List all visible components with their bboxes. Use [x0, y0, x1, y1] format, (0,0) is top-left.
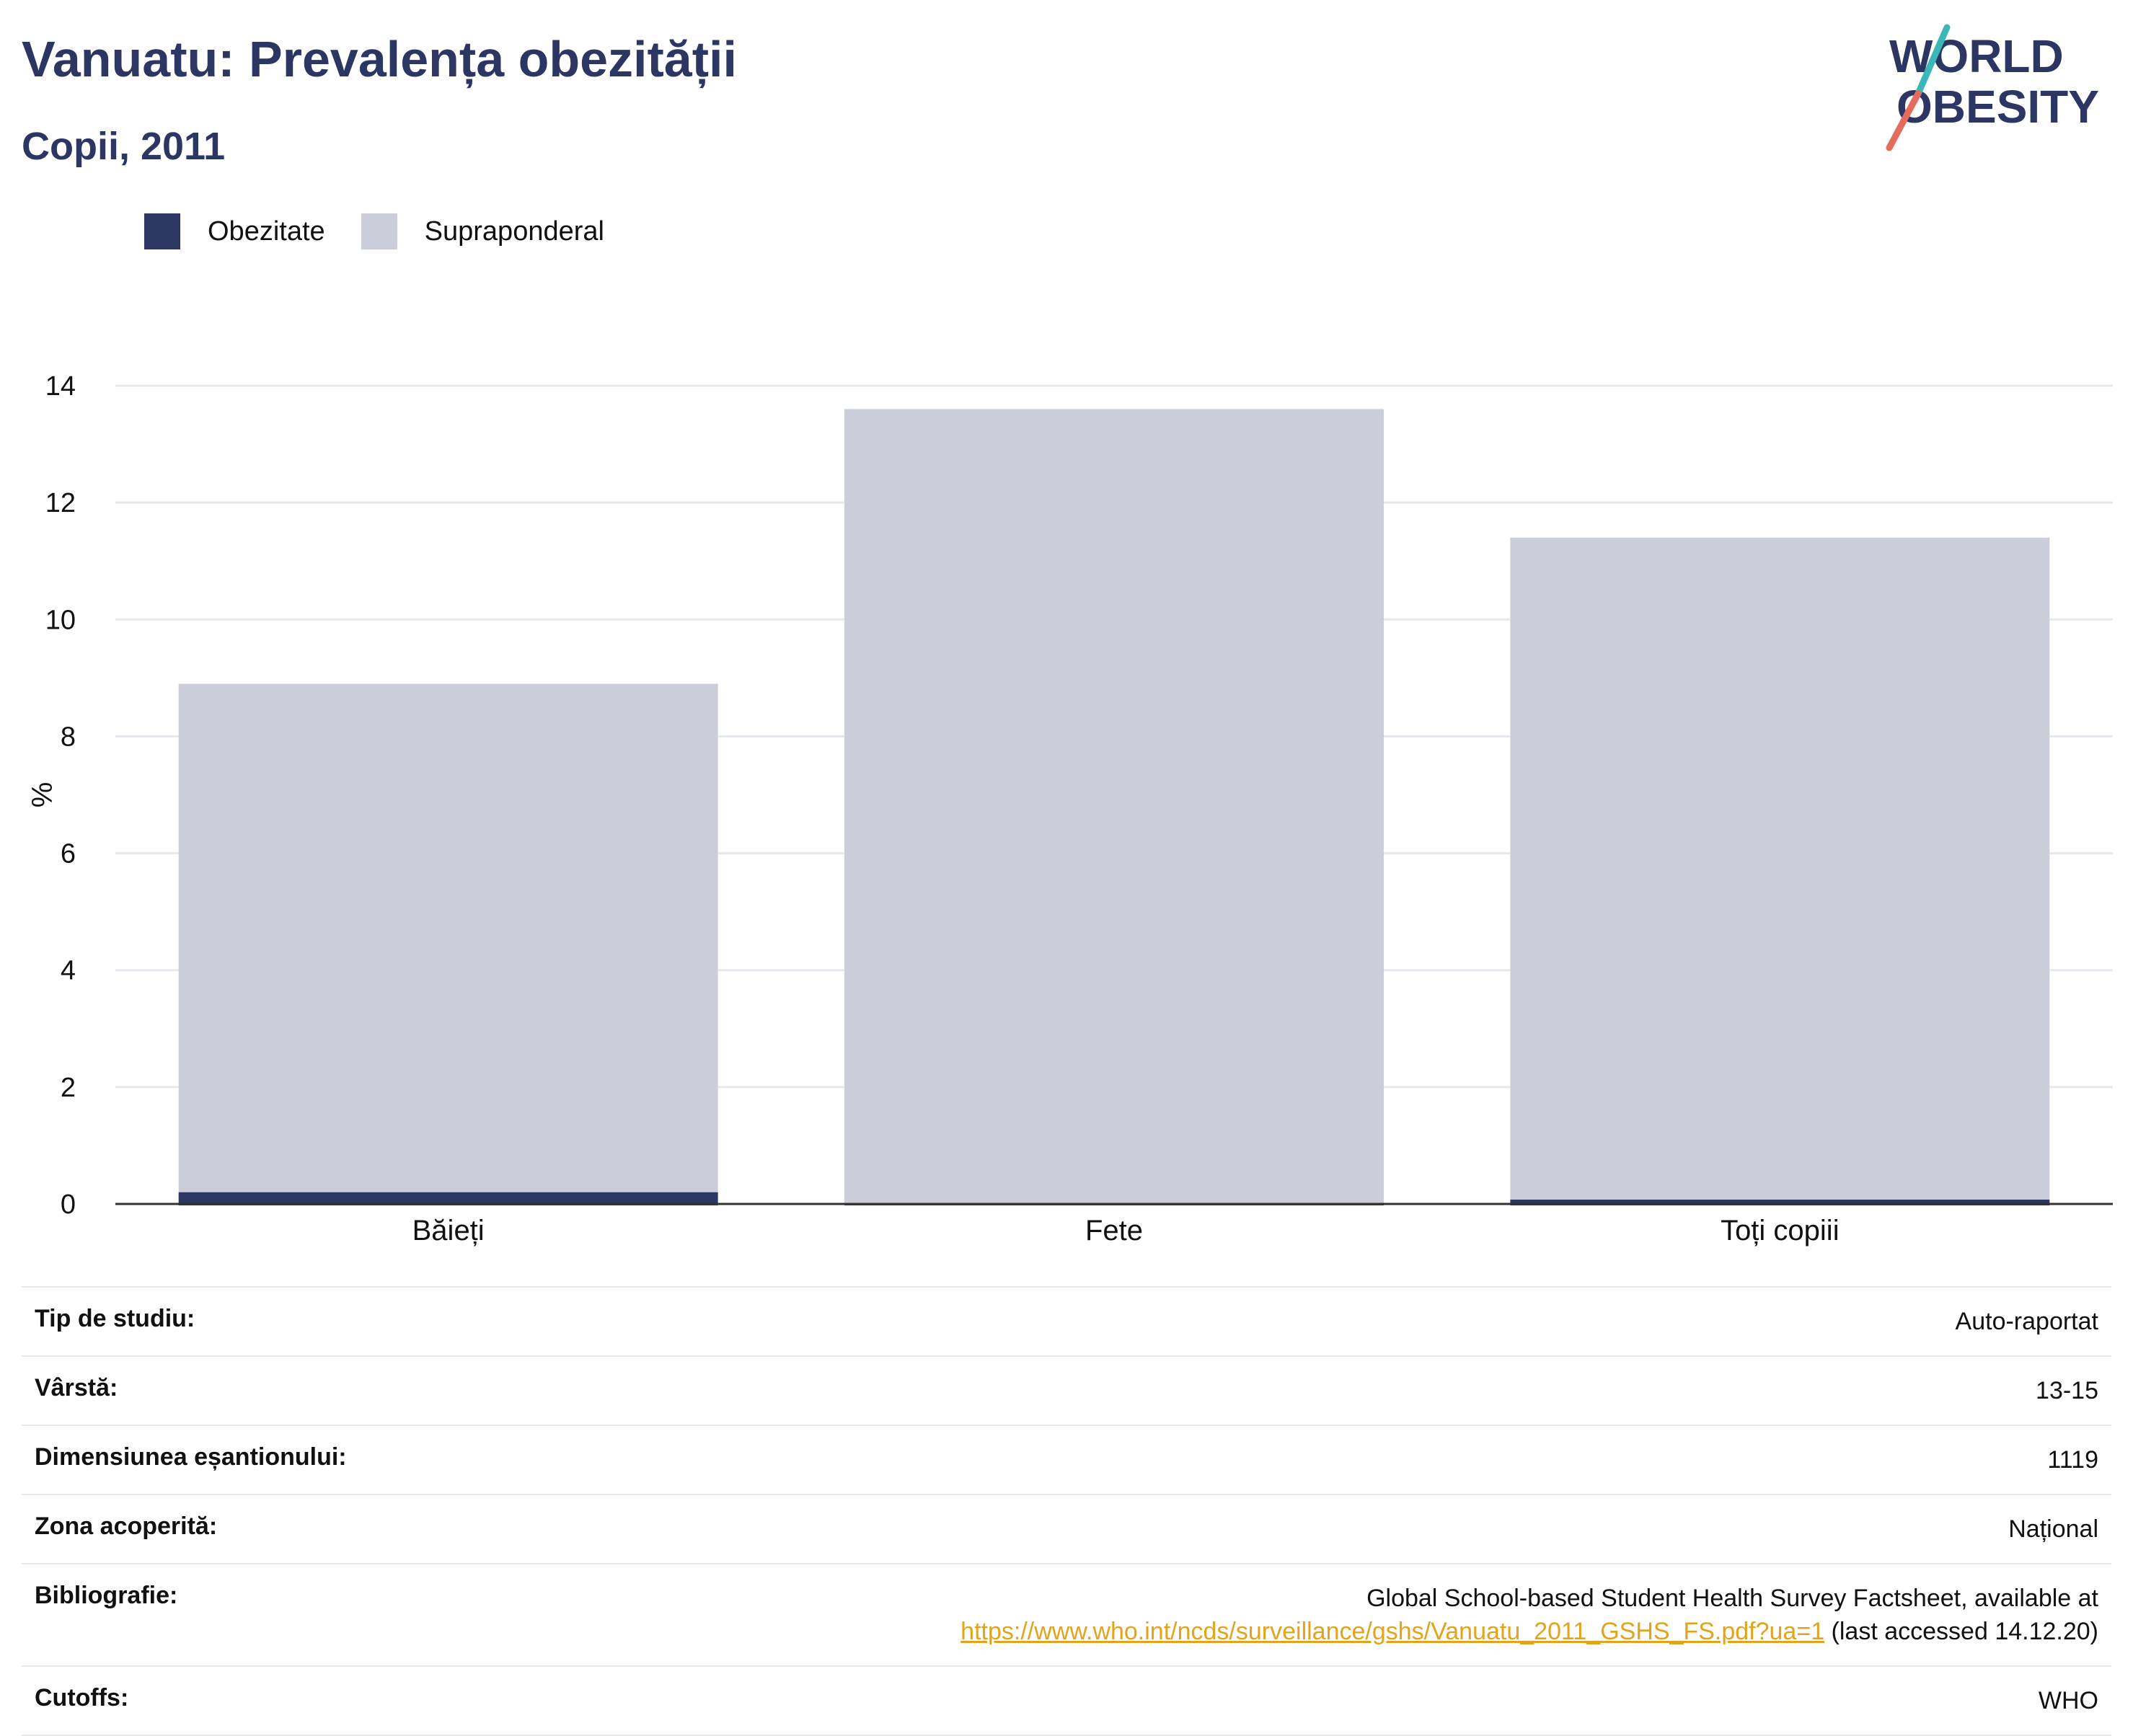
- info-value: WHO: [492, 1665, 2111, 1736]
- y-tick-label: 6: [61, 839, 76, 869]
- logo-slash-coral: [1886, 90, 1922, 151]
- chart-subtitle: Copii, 2011: [22, 125, 226, 168]
- info-label: Cutoffs:: [22, 1665, 493, 1736]
- world-obesity-logo: WORLD OBESITY: [1886, 24, 2099, 151]
- info-value: 13-15: [492, 1355, 2111, 1425]
- info-value-bibliography: Global School-based Student Health Surve…: [492, 1563, 2111, 1666]
- bar-overweight: [1510, 537, 2050, 1205]
- y-tick-label: 2: [61, 1073, 76, 1103]
- y-tick-label: 10: [45, 605, 76, 635]
- bar-obesity: [178, 1192, 718, 1205]
- bibliography-text: Global School-based Student Health Surve…: [1366, 1585, 2098, 1612]
- legend-label-overweight: Supraponderal: [424, 216, 604, 247]
- y-tick-label: 14: [45, 371, 76, 402]
- x-tick-label: Băieți: [412, 1215, 485, 1246]
- info-row-area: Zona acoperită: Național: [22, 1494, 2111, 1564]
- info-row-age: Vârstă: 13-15: [22, 1355, 2111, 1425]
- x-tick-label: Fete: [1085, 1215, 1143, 1246]
- y-axis-label: %: [27, 782, 58, 808]
- info-table: Tip de studiu: Auto-raportat Vârstă: 13-…: [22, 1286, 2111, 1736]
- info-label: Zona acoperită:: [22, 1494, 493, 1564]
- logo-line1: WORLD: [1889, 30, 2064, 82]
- legend-swatch-overweight: [361, 213, 397, 249]
- info-row-study-type: Tip de studiu: Auto-raportat: [22, 1286, 2111, 1356]
- info-row-sample-size: Dimensiunea eșantionului: 1119: [22, 1425, 2111, 1494]
- info-row-cutoffs: Cutoffs: WHO: [22, 1665, 2111, 1736]
- y-tick-label: 8: [61, 722, 76, 752]
- info-value: Național: [492, 1494, 2111, 1564]
- logo-line2: OBESITY: [1896, 81, 2099, 133]
- legend-label-obesity: Obezitate: [208, 216, 325, 247]
- bibliography-suffix: (last accessed 14.12.20): [1824, 1618, 2098, 1645]
- legend: Obezitate Supraponderal: [144, 213, 604, 249]
- legend-item-overweight[interactable]: Supraponderal: [361, 213, 604, 249]
- bar-chart: 0 2 4 6 8 10 12 14% Băieți Fete Toți copiii: [27, 371, 2113, 1246]
- bibliography-link[interactable]: https://www.who.int/ncds/surveillance/gs…: [960, 1618, 1825, 1645]
- y-tick-label: 12: [45, 488, 76, 518]
- info-label: Dimensiunea eșantionului:: [22, 1425, 493, 1494]
- legend-item-obesity[interactable]: Obezitate: [144, 213, 325, 249]
- x-tick-label: Toți copiii: [1721, 1215, 1840, 1246]
- bar-overweight: [844, 409, 1384, 1205]
- info-label: Bibliografie:: [22, 1563, 493, 1666]
- info-value: 1119: [492, 1425, 2111, 1494]
- info-label: Tip de studiu:: [22, 1286, 493, 1356]
- logo-slash-teal: [1915, 24, 1951, 97]
- info-label: Vârstă:: [22, 1355, 493, 1425]
- y-tick-label: 4: [61, 956, 76, 986]
- bar-overweight: [178, 683, 718, 1205]
- legend-swatch-obesity: [144, 213, 180, 249]
- bar-obesity: [1510, 1200, 2050, 1205]
- y-tick-label: 0: [61, 1190, 76, 1220]
- info-value: Auto-raportat: [492, 1286, 2111, 1356]
- info-row-bibliography: Bibliografie: Global School-based Studen…: [22, 1563, 2111, 1666]
- chart-title: Vanuatu: Prevalența obezității: [22, 31, 737, 87]
